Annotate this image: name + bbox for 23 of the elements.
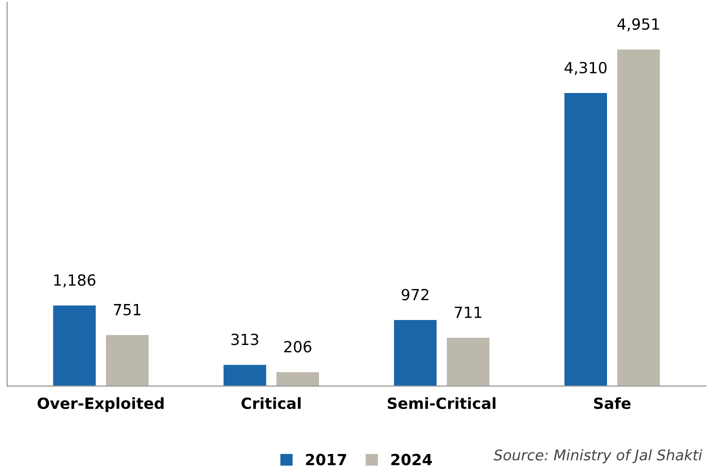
- data-label: 4,951: [617, 18, 660, 32]
- x-tick-label: Over-Exploited: [38, 397, 164, 412]
- data-label: 972: [402, 288, 428, 300]
- legend-label: 2024: [391, 454, 432, 466]
- data-label: 4,310: [564, 62, 607, 75]
- data-label: 313: [231, 334, 258, 346]
- source-note: Source: Ministry of Jal Shakti: [494, 449, 702, 464]
- bar: [224, 364, 266, 386]
- bar: [617, 49, 660, 386]
- bar: [106, 335, 149, 386]
- data-label: 711: [454, 306, 482, 318]
- x-tick-label: Critical: [241, 397, 301, 410]
- data-label: 751: [114, 304, 140, 316]
- legend-label: 2017: [306, 454, 346, 466]
- x-tick-label: Safe: [594, 397, 631, 410]
- bar: [276, 372, 320, 386]
- data-label: 206: [284, 340, 312, 352]
- bar: [394, 320, 437, 386]
- bar: [564, 93, 608, 386]
- data-label: 1,186: [54, 274, 96, 288]
- bar: [53, 305, 96, 386]
- x-tick-label: Semi-Critical: [388, 397, 496, 410]
- bar: [446, 338, 490, 386]
